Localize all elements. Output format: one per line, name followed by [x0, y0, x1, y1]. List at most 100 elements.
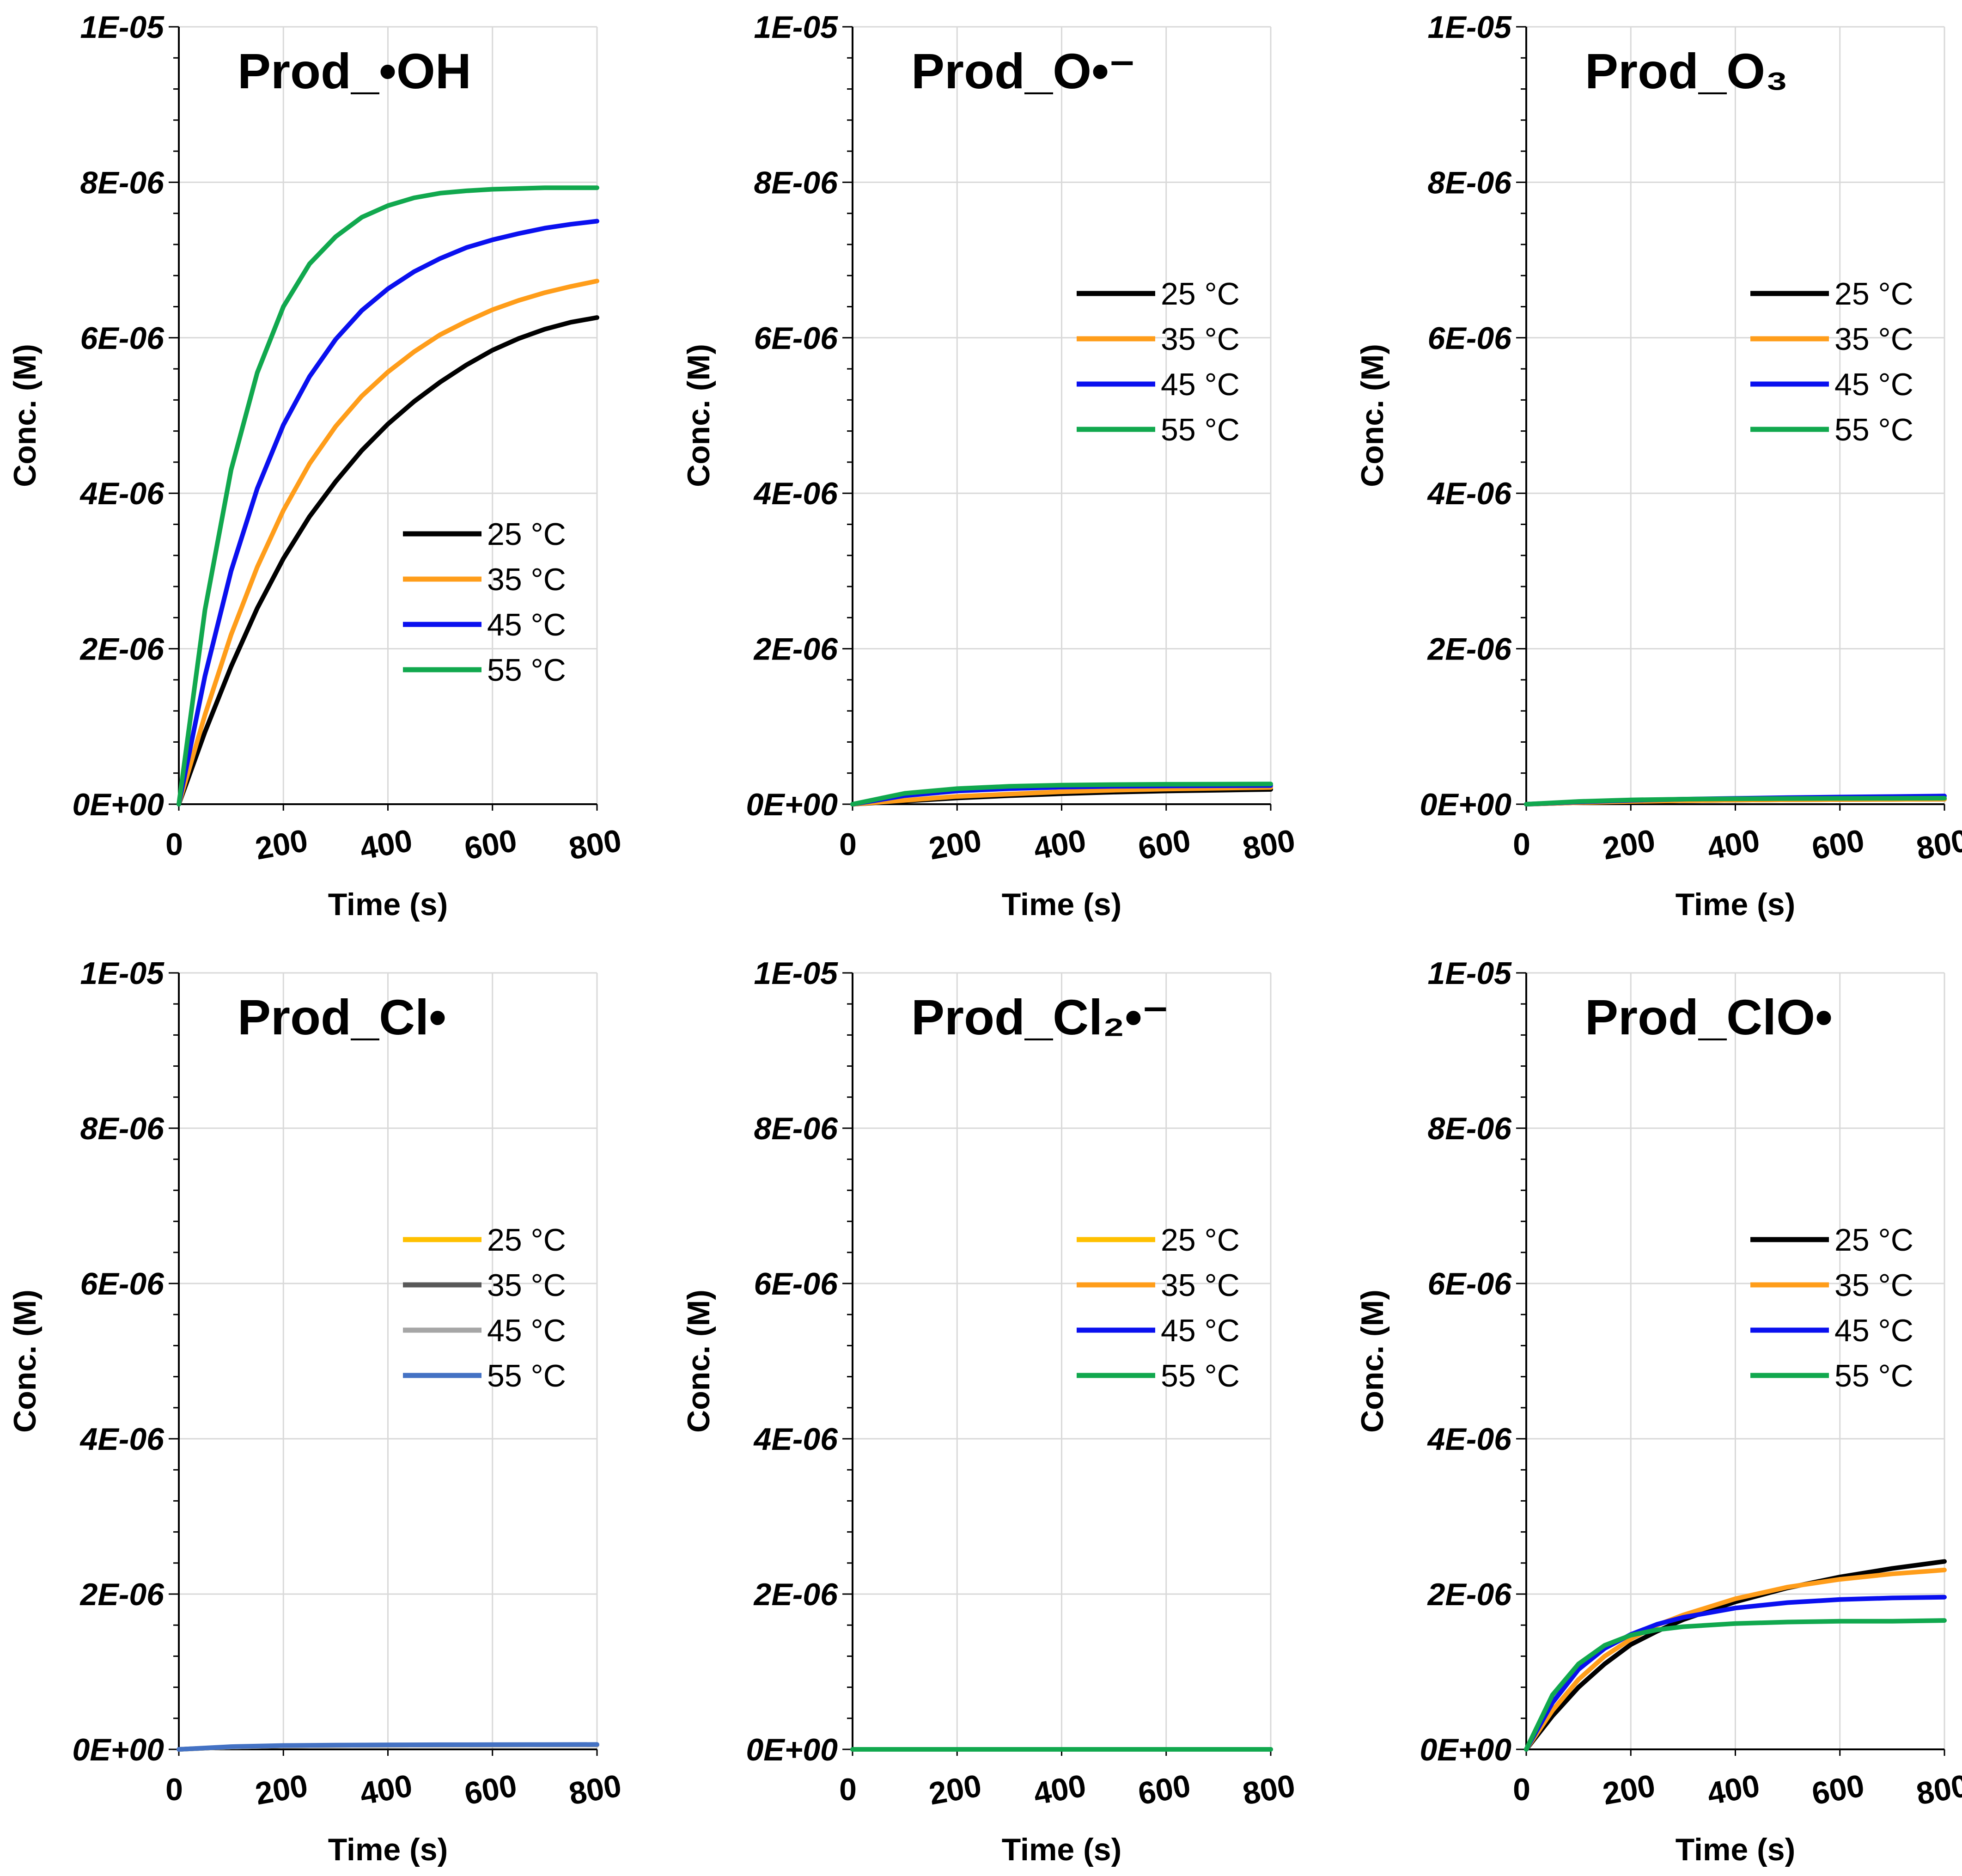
- y-tick-label: 8E-06: [80, 165, 165, 200]
- legend-label: 35 °C: [1161, 322, 1240, 357]
- x-axis-title: Time (s): [1676, 1832, 1795, 1867]
- y-tick-label: 6E-06: [1428, 321, 1512, 356]
- x-tick-label: 0: [1513, 827, 1530, 862]
- series-line-2: [850, 785, 1273, 807]
- series-line-1: [177, 315, 599, 807]
- x-tick-label: 800: [567, 1768, 624, 1812]
- legend-label: 55 °C: [1161, 412, 1240, 447]
- legend-label: 35 °C: [1161, 1268, 1240, 1303]
- x-tick-label: 800: [1240, 823, 1298, 867]
- chart-panel-1: 0E+00 2E-06 4E-06 6E-06 8E-06 1E-05 0 200 400 600…: [7, 10, 624, 922]
- y-tick-label: 2E-06: [79, 1577, 165, 1612]
- y-tick-label: 1E-05: [1428, 10, 1512, 45]
- x-tick-label: 0: [165, 1772, 183, 1807]
- y-tick-label: 4E-06: [753, 1422, 839, 1457]
- x-tick-label: 400: [1705, 823, 1762, 867]
- x-axis-title: Time (s): [1002, 887, 1121, 922]
- x-tick-label: 200: [1600, 1768, 1658, 1812]
- y-axis-title: Conc. (M): [1355, 344, 1390, 487]
- legend-label: 45 °C: [487, 607, 566, 642]
- chart-panel-6: 0E+00 2E-06 4E-06 6E-06 8E-06 1E-05 0 200 400 600…: [1355, 956, 1962, 1867]
- panel-title: Prod_O₃: [1585, 43, 1788, 99]
- y-tick-label: 8E-06: [80, 1111, 165, 1146]
- y-tick-label: 4E-06: [753, 476, 839, 511]
- legend-label: 55 °C: [487, 1358, 566, 1393]
- series-line-4: [177, 1742, 599, 1752]
- y-axis-title: Conc. (M): [1355, 1289, 1390, 1433]
- legend-label: 25 °C: [487, 517, 566, 552]
- y-tick-label: 4E-06: [1427, 476, 1512, 511]
- legend-label: 45 °C: [1834, 1313, 1913, 1348]
- y-tick-label: 6E-06: [754, 1266, 839, 1302]
- y-tick-label: 2E-06: [753, 1577, 839, 1612]
- y-tick-label: 1E-05: [80, 10, 165, 45]
- legend-label: 25 °C: [1834, 276, 1913, 312]
- y-tick-label: 2E-06: [1427, 1577, 1512, 1612]
- legend-label: 55 °C: [1834, 412, 1913, 447]
- x-tick-label: 200: [926, 1768, 984, 1812]
- legend-label: 25 °C: [487, 1222, 566, 1258]
- x-tick-label: 200: [253, 823, 311, 867]
- legend-label: 45 °C: [1161, 1313, 1240, 1348]
- x-tick-label: 400: [1705, 1768, 1762, 1812]
- x-tick-label: 600: [462, 1768, 519, 1812]
- chart-panel-4: 0E+00 2E-06 4E-06 6E-06 8E-06 1E-05 0 200 400 600…: [7, 956, 624, 1867]
- y-tick-label: 1E-05: [754, 956, 839, 991]
- x-tick-label: 800: [567, 823, 624, 867]
- x-tick-label: 600: [1809, 1768, 1867, 1812]
- y-axis-title: Conc. (M): [681, 1289, 716, 1433]
- legend-label: 55 °C: [1161, 1358, 1240, 1393]
- y-tick-label: 4E-06: [79, 476, 165, 511]
- y-tick-label: 4E-06: [79, 1422, 165, 1457]
- series-line-2: [177, 279, 599, 807]
- x-tick-label: 400: [1031, 823, 1089, 867]
- legend-label: 25 °C: [1161, 1222, 1240, 1258]
- y-tick-label: 2E-06: [753, 632, 839, 667]
- chart-panel-3: 0E+00 2E-06 4E-06 6E-06 8E-06 1E-05 0 200 400 600…: [1355, 10, 1962, 922]
- y-axis-title: Conc. (M): [7, 1289, 43, 1433]
- y-tick-label: 0E+00: [746, 1732, 838, 1767]
- y-tick-label: 1E-05: [754, 10, 839, 45]
- series-line-1: [1524, 1559, 1947, 1752]
- y-tick-label: 0E+00: [72, 787, 164, 822]
- x-tick-label: 0: [1513, 1772, 1530, 1807]
- legend-label: 35 °C: [1834, 322, 1913, 357]
- x-tick-label: 600: [1809, 823, 1867, 867]
- x-tick-label: 800: [1914, 823, 1962, 867]
- legend-label: 45 °C: [487, 1313, 566, 1348]
- x-tick-label: 800: [1240, 1768, 1298, 1812]
- series-line-4: [1524, 1618, 1947, 1752]
- legend-label: 55 °C: [487, 653, 566, 688]
- panel-title: Prod_O•⁻: [911, 43, 1135, 99]
- panel-title: Prod_Cl•: [238, 989, 446, 1045]
- series-line-4: [1524, 796, 1947, 807]
- y-tick-label: 2E-06: [79, 632, 165, 667]
- x-tick-label: 200: [253, 1768, 311, 1812]
- y-tick-label: 0E+00: [746, 787, 838, 822]
- series-line-3: [177, 219, 599, 807]
- y-axis-title: Conc. (M): [7, 344, 43, 487]
- y-tick-label: 0E+00: [1420, 1732, 1511, 1767]
- x-tick-label: 600: [462, 823, 519, 867]
- legend-label: 35 °C: [487, 562, 566, 597]
- series-line-3: [1524, 1595, 1947, 1752]
- chart-panel-5: 0E+00 2E-06 4E-06 6E-06 8E-06 1E-05 0 200 400 600…: [681, 956, 1298, 1867]
- legend-label: 25 °C: [1161, 276, 1240, 312]
- y-tick-label: 6E-06: [80, 321, 165, 356]
- y-tick-label: 6E-06: [754, 321, 839, 356]
- x-tick-label: 200: [926, 823, 984, 867]
- y-tick-label: 4E-06: [1427, 1422, 1512, 1457]
- y-tick-label: 8E-06: [754, 1111, 839, 1146]
- panel-title: Prod_Cl₂•⁻: [911, 989, 1169, 1045]
- x-tick-label: 200: [1600, 823, 1658, 867]
- y-tick-label: 6E-06: [1428, 1266, 1512, 1302]
- legend-label: 25 °C: [1834, 1222, 1913, 1258]
- x-tick-label: 600: [1135, 823, 1193, 867]
- panel-title: Prod_•OH: [238, 43, 471, 99]
- x-axis-title: Time (s): [1002, 1832, 1121, 1867]
- y-tick-label: 6E-06: [80, 1266, 165, 1302]
- x-tick-label: 0: [839, 1772, 857, 1807]
- legend-label: 45 °C: [1161, 367, 1240, 402]
- legend-label: 55 °C: [1834, 1358, 1913, 1393]
